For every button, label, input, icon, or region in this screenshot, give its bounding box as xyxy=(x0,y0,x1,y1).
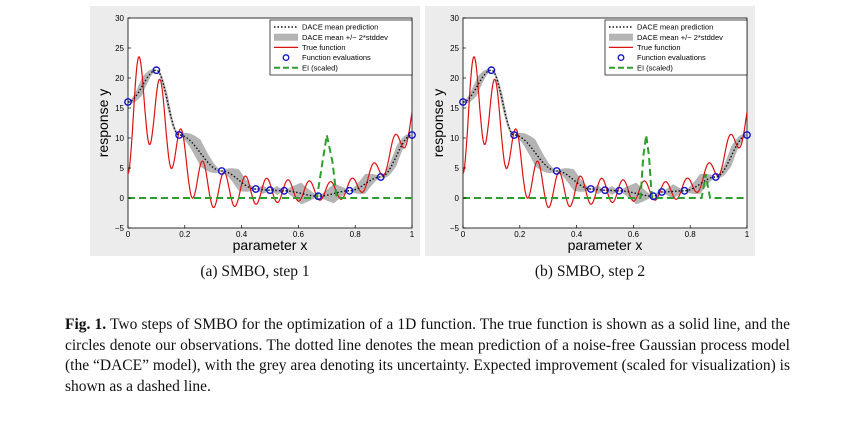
c0-observation-point xyxy=(175,131,184,139)
c1-legend-label: EI (scaled) xyxy=(637,63,673,72)
c0-y-tick-label: 15 xyxy=(115,104,124,113)
c1-legend-label: DACE mean prediction xyxy=(637,23,713,32)
figure-caption: Fig. 1. Two steps of SMBO for the optimi… xyxy=(65,315,790,397)
c0-y-tick-label: 0 xyxy=(120,194,125,203)
c0-mean-prediction-line xyxy=(128,69,412,197)
c1-x-tick-label: 0.4 xyxy=(571,230,583,239)
c0-observation-point xyxy=(124,98,132,106)
c1-legend-swatch-band xyxy=(609,33,633,41)
c0-legend-label: DACE mean prediction xyxy=(302,23,378,32)
c1-y-tick-label: 25 xyxy=(450,44,459,53)
c0-x-tick-label: 0.4 xyxy=(236,230,248,239)
c0-legend-label: DACE mean +/− 2*stddev xyxy=(302,33,388,42)
c0-y-tick-label: 20 xyxy=(115,74,124,83)
c1-observation-point xyxy=(510,131,519,139)
c0-x-tick-label: 0 xyxy=(126,230,131,239)
c0-legend-label: EI (scaled) xyxy=(302,63,338,72)
c1-observation-point xyxy=(743,131,751,139)
c1-x-tick-label: 0.6 xyxy=(628,230,640,239)
c0-observation-point xyxy=(152,66,161,75)
c1-observation-point xyxy=(586,185,595,193)
c1-observation-point xyxy=(487,66,496,75)
c0-observation-point xyxy=(376,173,385,181)
c0-y-tick-label: −5 xyxy=(115,224,125,233)
c1-x-tick-label: 0.8 xyxy=(685,230,697,239)
c0-legend-swatch-band xyxy=(274,33,298,41)
c1-true-function-line xyxy=(463,56,747,209)
c1-y-axis-label: response y xyxy=(430,89,446,157)
c0-x-tick-label: 0.8 xyxy=(350,230,362,239)
c0-legend-label: True function xyxy=(302,43,346,52)
c0-observation-point xyxy=(408,131,416,139)
c0-y-tick-label: 10 xyxy=(115,134,124,143)
c0-y-tick-label: 5 xyxy=(120,164,125,173)
c1-y-tick-label: −5 xyxy=(450,224,460,233)
c1-observation-point xyxy=(680,186,689,195)
c1-observation-point xyxy=(459,98,467,106)
c1-legend-label: Function evaluations xyxy=(637,53,706,62)
c1-x-axis-label: parameter x xyxy=(568,237,643,253)
subcaption-b: (b) SMBO, step 2 xyxy=(534,263,646,280)
c1-y-tick-label: 10 xyxy=(450,134,459,143)
c0-observation-point xyxy=(266,186,274,195)
c1-x-tick-label: 0 xyxy=(461,230,466,239)
c0-y-tick-label: 25 xyxy=(115,44,124,53)
c0-legend-swatch-observations xyxy=(282,54,290,62)
c0-true-function-line xyxy=(128,56,412,209)
c1-y-tick-label: 5 xyxy=(455,164,460,173)
c0-y-tick-label: 30 xyxy=(115,14,124,23)
c1-y-tick-label: 30 xyxy=(450,14,459,23)
c1-observation-point xyxy=(601,186,609,195)
c0-x-axis-label: parameter x xyxy=(233,237,308,253)
c1-x-tick-label: 0.2 xyxy=(514,230,526,239)
c1-y-tick-label: 20 xyxy=(450,74,459,83)
subcaption-a: (a) SMBO, step 1 xyxy=(200,263,310,280)
c1-observation-point xyxy=(711,173,720,181)
c1-legend-label: DACE mean +/− 2*stddev xyxy=(637,33,723,42)
c1-legend-label: True function xyxy=(637,43,681,52)
c0-observation-point xyxy=(251,185,260,193)
c1-y-tick-label: 0 xyxy=(455,194,460,203)
c0-legend-label: Function evaluations xyxy=(302,53,371,62)
c1-observation-point xyxy=(552,167,561,175)
c1-y-tick-label: 15 xyxy=(450,104,459,113)
c1-observation-point xyxy=(657,188,666,196)
c1-observation-point xyxy=(649,192,658,201)
c1-legend-swatch-observations xyxy=(617,54,625,62)
c0-observation-point xyxy=(345,186,354,195)
c0-x-tick-label: 0.6 xyxy=(293,230,305,239)
c0-x-tick-label: 0.2 xyxy=(179,230,191,239)
c0-observation-point xyxy=(217,167,226,175)
c1-observation-point xyxy=(615,186,624,195)
c0-y-axis-label: response y xyxy=(95,89,111,157)
c0-series-group xyxy=(128,56,412,209)
c1-ei-line xyxy=(463,134,747,199)
c0-ei-line xyxy=(128,134,412,199)
caption-label: Fig. 1. xyxy=(65,316,107,333)
c0-observation-point xyxy=(280,186,289,195)
c0-x-tick-label: 1 xyxy=(410,230,415,239)
caption-text: Two steps of SMBO for the optimization o… xyxy=(65,316,790,395)
c1-x-tick-label: 1 xyxy=(745,230,750,239)
c0-observation-point xyxy=(314,192,323,201)
c1-series-group xyxy=(463,56,747,209)
